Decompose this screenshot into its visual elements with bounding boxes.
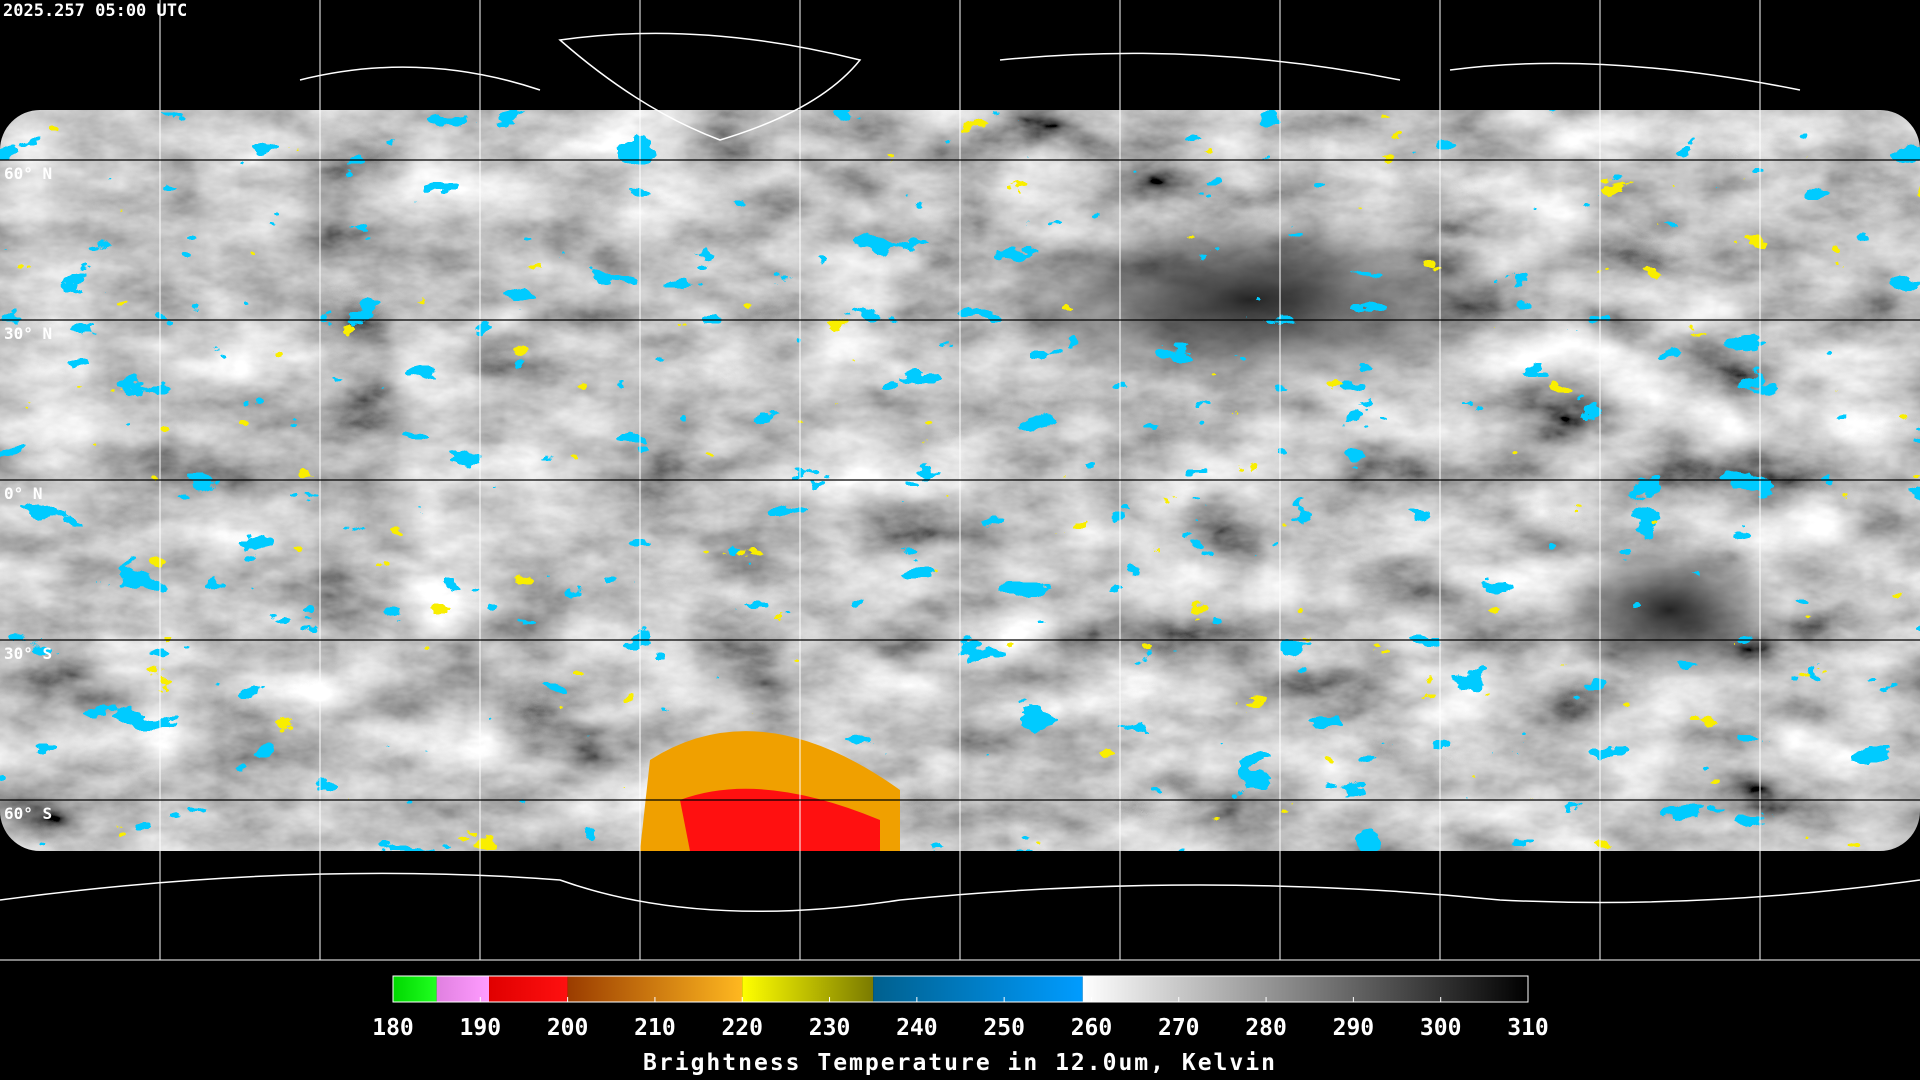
colorbar-tick-label: 190 <box>460 1015 502 1041</box>
colorbar-tick-label: 270 <box>1158 1015 1200 1041</box>
colorbar-tick-label: 230 <box>809 1015 851 1041</box>
latitude-label: 60° N <box>4 164 52 183</box>
colorbar-tick-label: 220 <box>721 1015 763 1041</box>
timestamp: 2025.257 05:00 UTC <box>3 1 187 21</box>
colorbar-tick-label: 200 <box>547 1015 589 1041</box>
colorbar-segment <box>742 976 874 1002</box>
colorbar-tick-label: 250 <box>983 1015 1025 1041</box>
coastline <box>299 32 1801 141</box>
colorbar-tick-label: 240 <box>896 1015 938 1041</box>
colorbar-segment <box>393 976 437 1002</box>
coastline <box>0 872 1920 912</box>
colorbar-tick-label: 210 <box>634 1015 676 1041</box>
colorbar-segment <box>489 976 568 1002</box>
colorbar-segment <box>436 976 490 1002</box>
colorbar-tick-label: 310 <box>1507 1015 1549 1041</box>
colorbar-tick-label: 260 <box>1071 1015 1113 1041</box>
colorbar-tick-label: 300 <box>1420 1015 1462 1041</box>
colorbar-title: Brightness Temperature in 12.0um, Kelvin <box>643 1050 1277 1076</box>
latitude-label: 30° N <box>4 324 52 343</box>
latitude-label: 60° S <box>4 804 52 823</box>
colorbar-segment <box>873 976 1083 1002</box>
graticule: 60° N 30° N 0° N 30° S 60° S <box>0 0 1920 961</box>
latitude-label: 0° N <box>4 484 43 503</box>
colorbar: 180 190 200 210 220 230 240 250 260 270 280 290 300 3… <box>372 975 1549 1041</box>
latitude-label: 30° S <box>4 644 52 663</box>
colorbar-tick-label: 180 <box>372 1015 414 1041</box>
colorbar-frame <box>392 975 1529 1003</box>
colorbar-segment <box>1082 976 1528 1002</box>
colorbar-tick-label: 290 <box>1333 1015 1375 1041</box>
colorbar-tick-label: 280 <box>1245 1015 1287 1041</box>
storm-core <box>680 788 880 851</box>
